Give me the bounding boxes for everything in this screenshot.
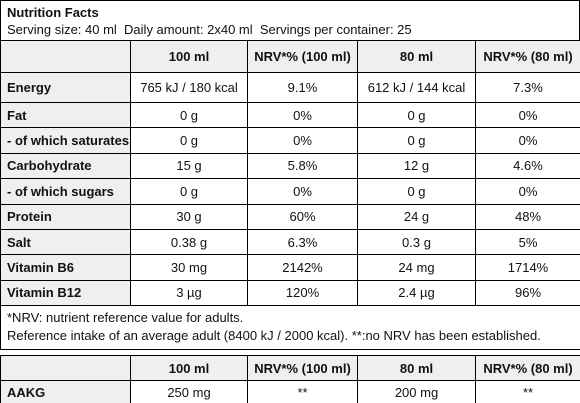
amino-table: 100 ml NRV*% (100 ml) 80 ml NRV*% (80 ml) AA… [0, 355, 580, 403]
header-cell: NRV*% (80 ml) [475, 40, 580, 73]
cell: 0% [247, 101, 358, 129]
header-cell: 100 ml [130, 40, 248, 73]
row-label: Vitamin B6 [0, 254, 131, 281]
header-cell: NRV*% (80 ml) [475, 355, 580, 381]
row: - of which saturates 0 g 0% 0 g 0% [0, 127, 580, 154]
row-label: Fat [0, 101, 131, 129]
cell: 96% [475, 279, 580, 307]
cell: ** [475, 380, 580, 403]
serving-info: Serving size: 40 ml Daily amount: 2x40 m… [7, 22, 412, 37]
table-body: 100 ml NRV*% (100 ml) 80 ml NRV*% (80 ml) En… [0, 40, 580, 307]
cell: 0.3 g [357, 228, 476, 256]
row: Vitamin B6 30 mg 2142% 24 mg 1714% [0, 254, 580, 281]
row-label: Salt [0, 228, 131, 256]
cell: 5.8% [247, 152, 358, 180]
cell: 765 kJ / 180 kcal [130, 72, 248, 103]
row: AAKG 250 mg ** 200 mg ** [0, 380, 580, 403]
row: Salt 0.38 g 6.3% 0.3 g 5% [0, 228, 580, 256]
cell: 5% [475, 228, 580, 256]
cell: 0 g [357, 178, 476, 205]
cell: 24 g [357, 203, 476, 230]
cell: 0% [475, 101, 580, 129]
footnotes: *NRV: nutrient reference value for adult… [0, 305, 580, 350]
cell: 0 g [130, 101, 248, 129]
footnote: *NRV: nutrient reference value for adult… [7, 310, 244, 325]
header-cell [0, 355, 131, 381]
header: Nutrition Facts Serving size: 40 ml Dail… [0, 0, 580, 41]
row: Vitamin B12 3 µg 120% 2.4 µg 96% [0, 279, 580, 307]
cell: 0% [247, 178, 358, 205]
header-row: 100 ml NRV*% (100 ml) 80 ml NRV*% (80 ml) [0, 355, 580, 381]
cell: 30 mg [130, 254, 248, 281]
cell: 15 g [130, 152, 248, 180]
cell: 0.38 g [130, 228, 248, 256]
cell: 24 mg [357, 254, 476, 281]
cell: 0% [475, 178, 580, 205]
cell: 1714% [475, 254, 580, 281]
row: - of which sugars 0 g 0% 0 g 0% [0, 178, 580, 205]
row-label: - of which saturates [0, 127, 131, 154]
cell: 0 g [357, 101, 476, 129]
cell: 612 kJ / 144 kcal [357, 72, 476, 103]
cell: 9.1% [247, 72, 358, 103]
row: Fat 0 g 0% 0 g 0% [0, 101, 580, 129]
cell: 250 mg [130, 380, 248, 403]
row-label: AAKG [0, 380, 131, 403]
header-cell: 100 ml [130, 355, 248, 381]
cell: 2142% [247, 254, 358, 281]
header-row: 100 ml NRV*% (100 ml) 80 ml NRV*% (80 ml) [0, 40, 580, 73]
header-cell: 80 ml [357, 355, 476, 381]
cell: 120% [247, 279, 358, 307]
cell: 6.3% [247, 228, 358, 256]
row: Energy 765 kJ / 180 kcal 9.1% 612 kJ / 144 … [0, 72, 580, 103]
footnote: Reference intake of an average adult (84… [7, 328, 541, 343]
row-label: Protein [0, 203, 131, 230]
cell: 7.3% [475, 72, 580, 103]
nutrition-table: 100 ml NRV*% (100 ml) 80 ml NRV*% (80 ml) En… [0, 40, 580, 307]
row-label: Vitamin B12 [0, 279, 131, 307]
header-cell: 80 ml [357, 40, 476, 73]
cell: ** [247, 380, 358, 403]
cell: 4.6% [475, 152, 580, 180]
cell: 0 g [130, 178, 248, 205]
row: Protein 30 g 60% 24 g 48% [0, 203, 580, 230]
cell: 30 g [130, 203, 248, 230]
header-cell: NRV*% (100 ml) [247, 40, 358, 73]
cell: 0% [475, 127, 580, 154]
cell: 0% [247, 127, 358, 154]
cell: 60% [247, 203, 358, 230]
row-label: Energy [0, 72, 131, 103]
cell: 0 g [357, 127, 476, 154]
table-body: 100 ml NRV*% (100 ml) 80 ml NRV*% (80 ml) AA… [0, 355, 580, 403]
row-label: Carbohydrate [0, 152, 131, 180]
row: Carbohydrate 15 g 5.8% 12 g 4.6% [0, 152, 580, 180]
header-cell: NRV*% (100 ml) [247, 355, 358, 381]
header-cell [0, 40, 131, 73]
title: Nutrition Facts [7, 5, 99, 20]
cell: 200 mg [357, 380, 476, 403]
cell: 0 g [130, 127, 248, 154]
row-label: - of which sugars [0, 178, 131, 205]
cell: 2.4 µg [357, 279, 476, 307]
cell: 48% [475, 203, 580, 230]
cell: 12 g [357, 152, 476, 180]
cell: 3 µg [130, 279, 248, 307]
